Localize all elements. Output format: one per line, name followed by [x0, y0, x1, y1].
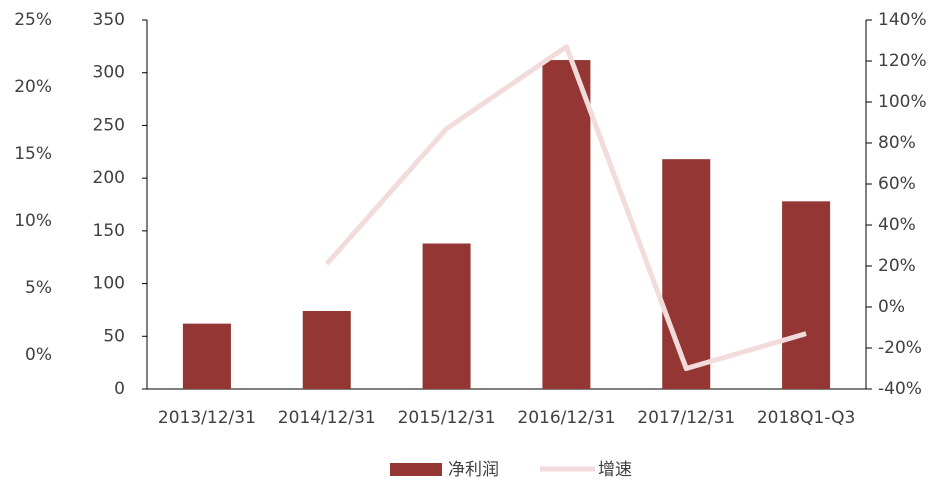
y-tick-label: 0	[114, 379, 125, 399]
y3-tick-label: 0%	[25, 345, 52, 365]
y-tick-label: 350	[93, 10, 125, 30]
line	[324, 44, 807, 371]
bar	[542, 60, 591, 389]
y2-tick-label: 40%	[878, 215, 916, 235]
y2-tick-label: 80%	[878, 133, 916, 153]
x-tick-label: 2016/12/31	[517, 408, 615, 428]
y2-tick-label: 100%	[878, 92, 927, 112]
y2-tick-label: 20%	[878, 256, 916, 276]
x-tick-label: 2018Q1-Q3	[757, 408, 855, 428]
y-tick-label: 50	[103, 326, 125, 346]
y2-tick-label: 0%	[878, 297, 905, 317]
y2-tick-label: -20%	[878, 338, 922, 358]
x-tick-label: 2017/12/31	[637, 408, 735, 428]
y-tick-label: 150	[93, 221, 125, 241]
bar	[302, 310, 351, 389]
y2-tick-label: 120%	[878, 51, 927, 71]
y2-tick-label: 140%	[878, 10, 927, 30]
y3-tick-label: 15%	[14, 144, 52, 164]
legend-swatch	[390, 463, 442, 476]
y3-tick-label: 5%	[25, 278, 52, 298]
y-tick-label: 200	[93, 168, 125, 188]
y-tick-label: 300	[93, 63, 125, 83]
x-tick-label: 2014/12/31	[278, 408, 376, 428]
y-tick-label: 250	[93, 115, 125, 135]
y2-tick-label: -40%	[878, 379, 922, 399]
bar	[782, 201, 831, 389]
x-tick-label: 2015/12/31	[398, 408, 496, 428]
y-tick-label: 100	[93, 274, 125, 294]
x-tick-label: 2013/12/31	[158, 408, 256, 428]
legend-label: 增速	[598, 460, 632, 480]
y3-tick-label: 10%	[14, 211, 52, 231]
legend-label: 净利润	[448, 460, 499, 480]
y2-tick-label: 60%	[878, 174, 916, 194]
bar	[182, 323, 231, 389]
bar	[662, 159, 711, 389]
y3-tick-label: 25%	[14, 10, 52, 30]
y3-tick-label: 20%	[14, 77, 52, 97]
bar	[422, 243, 471, 389]
